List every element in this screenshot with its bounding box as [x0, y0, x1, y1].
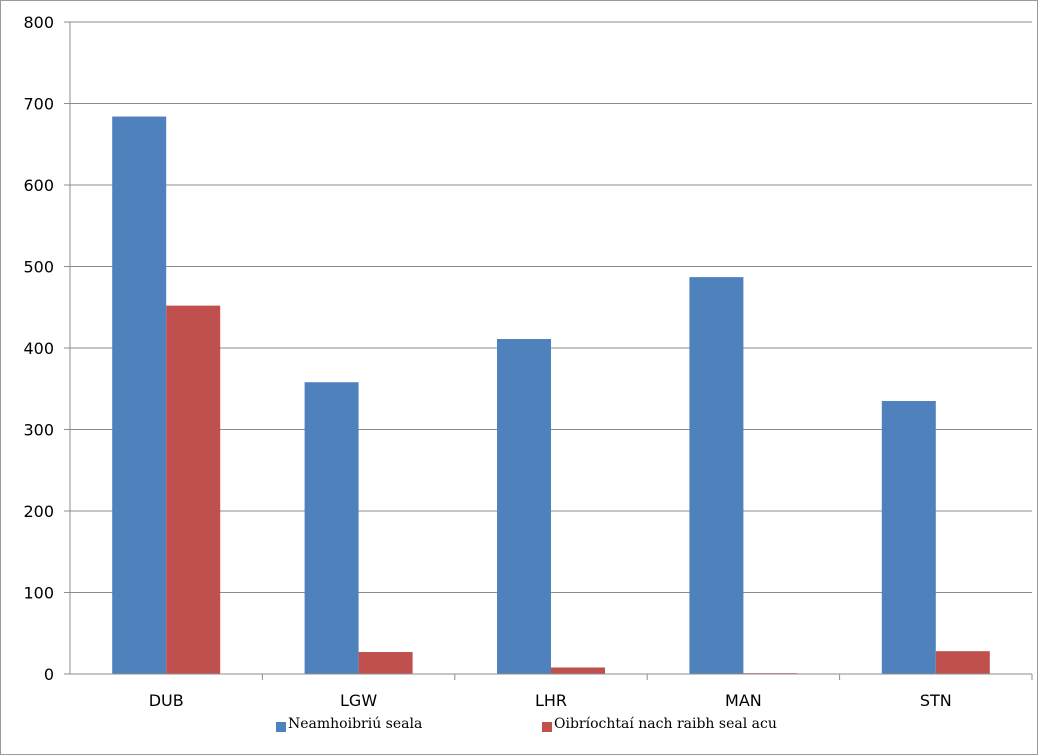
- y-tick-label: 500: [23, 258, 54, 277]
- bar-lhr-series-2: [551, 667, 605, 674]
- bar-stn-series-2: [935, 651, 990, 674]
- y-tick-label: 100: [23, 584, 54, 603]
- bar-dub-series-1: [112, 116, 167, 675]
- y-tick-label: 700: [23, 95, 54, 114]
- bar-dub-series-2: [166, 305, 221, 674]
- legend-label: Oibríochtaí nach raibh seal acu: [554, 716, 777, 732]
- gridlines: [70, 21, 1032, 593]
- bars: [112, 116, 990, 675]
- y-tick-label: 400: [23, 339, 54, 358]
- legend-swatch: [542, 722, 552, 732]
- bar-lgw-series-1: [304, 382, 359, 674]
- bar-man-series-1: [689, 277, 744, 674]
- x-tick-label: STN: [920, 691, 952, 710]
- legend-label: Neamhoibriú seala: [288, 716, 422, 732]
- y-tick-label: 800: [23, 13, 54, 32]
- y-tick-label: 600: [23, 176, 54, 195]
- legend-swatch: [276, 722, 286, 732]
- x-tick-label: LGW: [340, 691, 377, 710]
- bar-lhr-series-1: [497, 339, 551, 674]
- x-tick-label: DUB: [149, 691, 184, 710]
- legend: Neamhoibriú seala Oibríochtaí nach raibh …: [276, 716, 777, 732]
- bar-stn-series-1: [881, 400, 936, 674]
- y-tick-label: 0: [44, 665, 54, 684]
- x-axis-ticks: DUB LGW LHR MAN STN: [149, 674, 1033, 710]
- y-tick-label: 300: [23, 421, 54, 440]
- x-tick-label: MAN: [725, 691, 762, 710]
- bar-lgw-series-2: [358, 651, 413, 674]
- y-axis-ticks: 0 100 200 300 400 500 600 700 800: [23, 13, 70, 684]
- x-tick-label: LHR: [535, 691, 567, 710]
- y-tick-label: 200: [23, 502, 54, 521]
